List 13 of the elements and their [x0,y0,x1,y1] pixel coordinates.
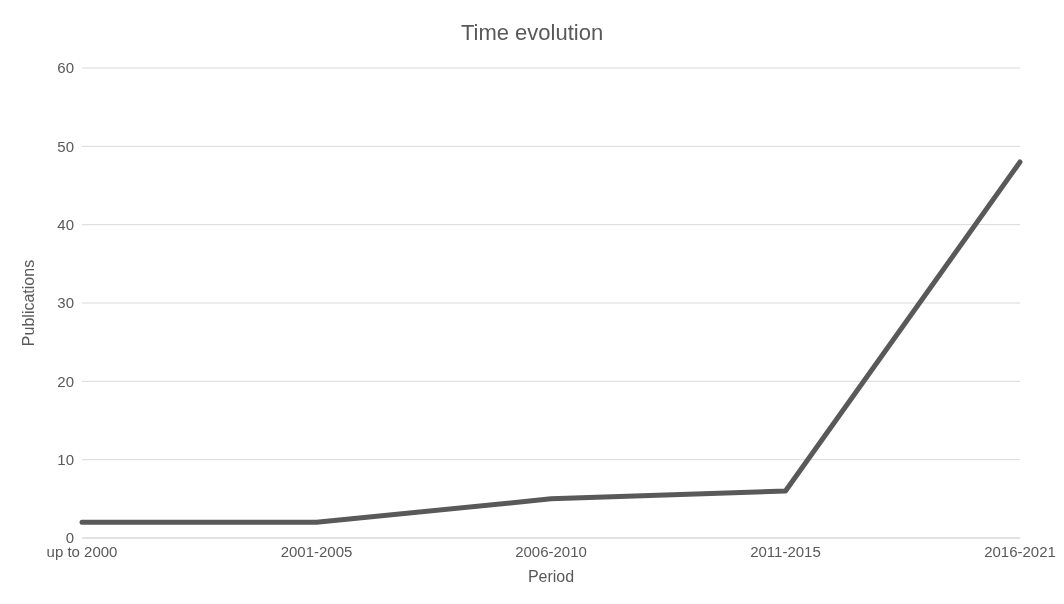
chart-title: Time evolution [459,20,605,46]
x-tick-label: 2006-2010 [515,542,587,560]
y-tick-label: 50 [57,137,74,155]
y-tick-label: 20 [57,372,74,390]
y-axis-title: Publications [19,259,37,347]
y-tick-label: 10 [57,450,74,468]
x-tick-label: 2001-2005 [280,542,353,560]
y-tick-label: 30 [57,294,74,312]
x-tick-label: 2016-2021 [984,542,1056,560]
x-tick-label: 2011-2015 [750,542,821,560]
y-tick-label: 40 [57,215,74,233]
y-tick-label: 60 [57,59,74,77]
x-axis-title: Period [527,568,575,585]
